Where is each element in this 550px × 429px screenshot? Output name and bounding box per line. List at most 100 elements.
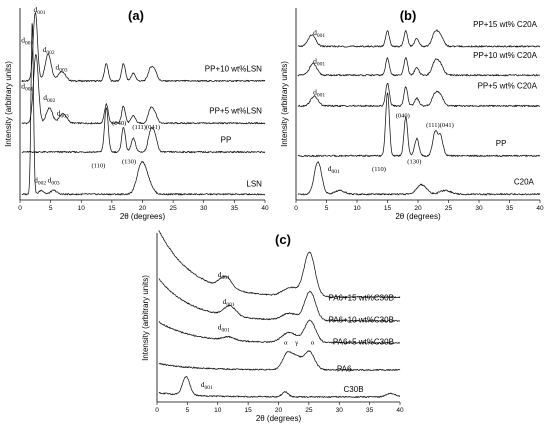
- panel-c-series-label-c30b: C30B: [344, 385, 364, 394]
- panel-c-x-label: 2θ (degrees): [256, 414, 302, 423]
- panel-a-ticks: 0 5 10 15 20 25 30 35 40: [18, 200, 269, 212]
- panel-a-peak-annotation: d002: [43, 93, 55, 104]
- panel-b-x-label: 2θ (degrees): [395, 212, 441, 221]
- panel-b-ticks: 0 5 10 15 20 25 30 35 40: [294, 200, 544, 212]
- panel-a-x-tick-label: 10: [78, 205, 86, 212]
- panel-c: (c) 2θ (degrees) Intensity (arbitrary un…: [141, 230, 404, 423]
- panel-c-series-label-pa6-10-wt-c30b: PA6+10 wt%C30B: [328, 316, 393, 325]
- panel-c-peak-annotation: γ: [294, 340, 298, 347]
- panel-a-x-tick-label: 35: [231, 205, 239, 212]
- panel-a-series-labels: PP+10 wt%LSN PP+5 wt%LSN PP LSN: [205, 64, 262, 188]
- panel-c-x-tick-label: 15: [245, 407, 253, 414]
- panel-a-trace-lsn: [21, 23, 266, 196]
- panel-b-peak-annotation: (040): [396, 112, 410, 119]
- panel-c-peak-annotation: d001: [223, 297, 235, 308]
- panel-a-peak-annotation: d002: [43, 45, 55, 56]
- panel-c-trace-c30b: [158, 376, 401, 398]
- panel-c-x-tick-label: 5: [186, 407, 190, 414]
- panel-b-x-tick-label: 5: [325, 205, 329, 212]
- panel-a-peak-annotation: (130): [122, 159, 136, 166]
- panel-b-x-tick-label: 15: [384, 205, 392, 212]
- panel-a-peak-annotation: d002: [34, 176, 46, 187]
- panel-c-x-tick-label: 25: [305, 407, 313, 414]
- panel-c-series-label-pa6-15-wt-c30b: PA6+15 wt%C30B: [328, 294, 393, 303]
- panel-b-peak-annotation: d001: [328, 164, 340, 175]
- panel-c-title: (c): [275, 232, 291, 247]
- panel-a-x-tick-label: 25: [170, 205, 178, 212]
- panel-c-x-tick-label: 30: [336, 407, 344, 414]
- panel-a-series-label-lsn: LSN: [246, 180, 262, 189]
- panel-a-peak-annotation: (040): [112, 120, 126, 127]
- panel-c-peak-annotation: d001: [218, 322, 230, 333]
- panel-c-x-tick-label: 35: [366, 407, 374, 414]
- panel-a-y-label: Intensity (arbitrary units): [4, 61, 13, 147]
- panel-c-trace-pa6-10-wt-c30b: [158, 278, 401, 322]
- panel-a-series-label-pp-10-wt-lsn: PP+10 wt%LSN: [205, 64, 262, 73]
- panel-c-peak-annotation: d001: [201, 380, 213, 391]
- panel-c-x-tick-label: 0: [155, 407, 159, 414]
- panel-a-traces: [21, 12, 266, 196]
- panel-b-x-tick-label: 35: [506, 205, 514, 212]
- panel-b-series-label-c20a: C20A: [514, 178, 535, 187]
- panel-a-x-tick-label: 0: [18, 205, 22, 212]
- panel-a-trace-pp: [21, 107, 266, 154]
- panel-b-x-tick-label: 25: [445, 205, 453, 212]
- panel-b-trace-pp-10-wt-c20a: [297, 57, 541, 77]
- panel-b-series-label-pp-15-wt-c20a: PP+15 wt% C20A: [473, 20, 537, 29]
- panel-a-peak-annotation: (111)(041): [132, 124, 160, 131]
- panel-b-series-labels: PP+15 wt% C20A PP+10 wt% C20A PP+5 wt% C20…: [473, 20, 537, 186]
- panel-b-traces: [297, 29, 541, 196]
- panel-c-x-tick-label: 40: [396, 407, 404, 414]
- panel-c-series-labels: PA6+15 wt%C30B PA6+10 wt%C30B PA6+5 wt%C30…: [328, 294, 393, 394]
- panel-b-series-label-pp-5-wt-c20a: PP+5 wt% C20A: [478, 82, 538, 91]
- panel-a: (a) 2θ (degrees) Intensity (arbitrary un…: [4, 5, 269, 221]
- panel-a-peak-annotation: d003: [48, 176, 60, 187]
- panel-a-series-label-pp-5-wt-lsn: PP+5 wt%LSN: [209, 107, 262, 116]
- panel-a-peak-annotation: d001: [33, 5, 45, 16]
- panel-b: (b) 2θ (degrees) Intensity (arbitrary un…: [280, 8, 544, 221]
- panel-b-x-tick-label: 40: [536, 205, 544, 212]
- panel-c-trace-pa6-15-wt-c30b: [158, 230, 401, 299]
- panel-b-peak-annotation: d001: [313, 57, 325, 68]
- panel-b-peak-annotation: d001: [313, 87, 325, 98]
- panel-b-y-label: Intensity (arbitrary units): [280, 61, 289, 147]
- panel-b-series-label-pp: PP: [496, 139, 507, 148]
- panel-c-peak-annotation: α: [284, 340, 288, 347]
- panel-a-x-tick-label: 40: [261, 205, 269, 212]
- panel-b-title: (b): [400, 8, 417, 23]
- panel-c-ticks: 0 5 10 15 20 25 30 35 40: [155, 402, 404, 414]
- panel-c-trace-pa6: [158, 350, 401, 371]
- panel-a-x-tick-label: 5: [49, 205, 53, 212]
- panel-c-peak-annotation: d001: [218, 270, 230, 281]
- panel-a-peak-annotation: (110): [91, 162, 105, 169]
- panel-a-title: (a): [128, 8, 144, 23]
- panel-a-peak-annotation: d001: [21, 36, 33, 47]
- panel-a-peak-annotation: d003: [57, 109, 69, 120]
- panel-b-x-tick-label: 20: [414, 205, 422, 212]
- panel-a-x-tick-label: 20: [139, 205, 147, 212]
- panel-c-series-label-pa6: PA6: [337, 365, 352, 374]
- panel-a-annotations: d001d001d002d003d001d002d003(040)(111)(0…: [21, 5, 160, 187]
- panel-b-x-tick-label: 0: [294, 205, 298, 212]
- panel-a-x-tick-label: 15: [108, 205, 116, 212]
- panel-b-peak-annotation: d001: [313, 28, 325, 39]
- panel-c-series-label-pa6-5-wt-c30b: PA6+5 wt%C30B: [333, 338, 394, 347]
- panel-b-annotations: d001 d001 d001 (040) (111)(041) (110) (130) d00…: [313, 28, 454, 175]
- panel-c-traces: [158, 230, 401, 398]
- panel-b-trace-pp-5-wt-c20a: [297, 82, 541, 108]
- panel-b-trace-c20a: [297, 161, 541, 196]
- panel-a-peak-annotation: d003: [56, 62, 68, 73]
- panel-a-peak-annotation: d001: [21, 82, 33, 93]
- panel-a-trace-pp-5-wt-lsn: [21, 54, 266, 125]
- panel-b-trace-pp-15-wt-c20a: [297, 29, 541, 48]
- panel-c-peak-annotation: α: [311, 340, 315, 347]
- panel-c-x-tick-label: 10: [214, 407, 222, 414]
- panel-a-trace-pp-10-wt-lsn: [21, 12, 266, 83]
- panel-c-y-label: Intensity (arbitrary units): [141, 275, 150, 361]
- panel-b-x-tick-label: 10: [353, 205, 361, 212]
- panel-b-trace-pp: [297, 92, 541, 157]
- panel-b-peak-annotation: (130): [407, 159, 421, 166]
- panel-a-x-tick-label: 30: [200, 205, 208, 212]
